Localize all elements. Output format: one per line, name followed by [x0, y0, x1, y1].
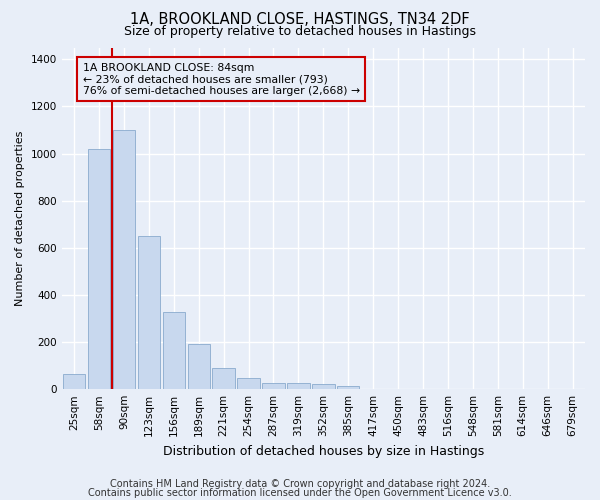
Bar [262, 382, 285, 389]
Bar [337, 386, 359, 389]
Bar [113, 130, 135, 389]
Text: Size of property relative to detached houses in Hastings: Size of property relative to detached ho… [124, 25, 476, 38]
Bar [188, 344, 210, 389]
Y-axis label: Number of detached properties: Number of detached properties [15, 130, 25, 306]
Bar [88, 149, 110, 389]
Bar [63, 374, 85, 389]
Text: 1A, BROOKLAND CLOSE, HASTINGS, TN34 2DF: 1A, BROOKLAND CLOSE, HASTINGS, TN34 2DF [130, 12, 470, 28]
Bar [238, 378, 260, 389]
Bar [212, 368, 235, 389]
Bar [163, 312, 185, 389]
Text: Contains public sector information licensed under the Open Government Licence v3: Contains public sector information licen… [88, 488, 512, 498]
Text: 1A BROOKLAND CLOSE: 84sqm
← 23% of detached houses are smaller (793)
76% of semi: 1A BROOKLAND CLOSE: 84sqm ← 23% of detac… [83, 63, 360, 96]
Bar [137, 236, 160, 389]
X-axis label: Distribution of detached houses by size in Hastings: Distribution of detached houses by size … [163, 444, 484, 458]
Text: Contains HM Land Registry data © Crown copyright and database right 2024.: Contains HM Land Registry data © Crown c… [110, 479, 490, 489]
Bar [287, 384, 310, 389]
Bar [312, 384, 335, 389]
